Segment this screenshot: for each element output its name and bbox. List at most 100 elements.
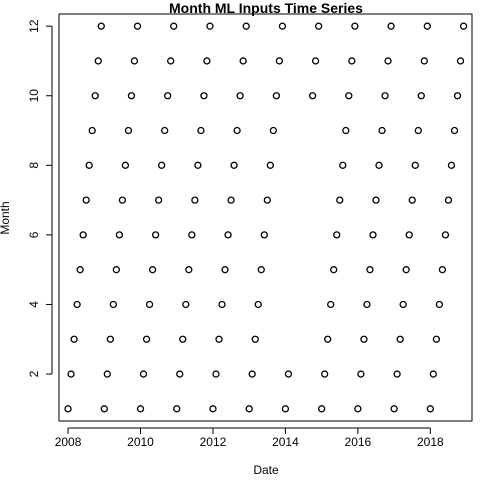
data-point bbox=[396, 335, 404, 343]
y-tick-label: 12 bbox=[27, 19, 41, 33]
data-point bbox=[393, 370, 401, 378]
data-point bbox=[375, 161, 383, 169]
data-point bbox=[121, 161, 130, 169]
data-point bbox=[432, 335, 441, 343]
data-point bbox=[378, 126, 386, 135]
data-point bbox=[118, 196, 127, 204]
data-point bbox=[408, 196, 416, 204]
data-point bbox=[182, 300, 190, 309]
plot-frame bbox=[58, 13, 473, 422]
y-tick-label: 6 bbox=[27, 231, 41, 238]
data-point bbox=[360, 335, 368, 343]
data-point bbox=[67, 370, 75, 378]
data-point bbox=[133, 22, 142, 30]
x-tick-label: 2012 bbox=[200, 435, 227, 449]
data-point bbox=[266, 161, 274, 169]
data-point bbox=[438, 266, 447, 274]
data-point bbox=[456, 57, 465, 65]
data-point bbox=[139, 370, 148, 378]
data-point bbox=[218, 300, 226, 309]
data-point bbox=[363, 300, 371, 309]
data-point bbox=[441, 231, 450, 239]
data-point bbox=[164, 92, 172, 100]
x-tick-label: 2014 bbox=[272, 435, 299, 449]
y-axis: 2 4 6 8 10 12 bbox=[27, 19, 53, 377]
data-point bbox=[339, 161, 347, 169]
data-point bbox=[333, 231, 341, 239]
data-point bbox=[200, 92, 208, 100]
data-point bbox=[269, 126, 278, 135]
y-tick-label: 8 bbox=[27, 162, 41, 169]
data-point bbox=[354, 405, 362, 413]
x-axis: 2008 2010 2012 2014 2016 2018 bbox=[55, 427, 444, 449]
data-point bbox=[311, 57, 320, 65]
data-point bbox=[176, 370, 184, 378]
data-point bbox=[85, 161, 93, 169]
data-point bbox=[215, 335, 223, 343]
data-point bbox=[124, 126, 133, 135]
data-point bbox=[145, 300, 154, 309]
data-point bbox=[435, 300, 444, 309]
data-point bbox=[453, 92, 462, 100]
data-point bbox=[239, 57, 247, 65]
data-point bbox=[161, 126, 169, 135]
data-point bbox=[281, 405, 290, 413]
data-point bbox=[327, 300, 335, 309]
data-point bbox=[73, 300, 81, 309]
x-tick-label: 2008 bbox=[55, 435, 82, 449]
data-point bbox=[91, 92, 99, 100]
data-point bbox=[79, 231, 87, 239]
data-point bbox=[203, 57, 211, 65]
data-point bbox=[154, 196, 163, 204]
data-point bbox=[381, 92, 389, 100]
data-point bbox=[336, 196, 344, 204]
data-point bbox=[254, 300, 262, 309]
data-point bbox=[245, 405, 253, 413]
data-point bbox=[314, 22, 323, 30]
data-point bbox=[342, 126, 350, 135]
y-tick-label: 4 bbox=[27, 301, 41, 308]
data-point bbox=[260, 231, 268, 239]
data-point bbox=[366, 266, 374, 274]
data-point bbox=[417, 92, 425, 100]
data-point bbox=[372, 196, 380, 204]
data-point bbox=[357, 370, 365, 378]
data-point bbox=[106, 335, 114, 343]
data-point bbox=[97, 22, 105, 30]
data-point bbox=[142, 335, 151, 343]
data-point bbox=[399, 300, 407, 309]
data-points bbox=[64, 22, 468, 413]
data-point bbox=[112, 266, 120, 274]
data-point bbox=[70, 335, 78, 343]
data-point bbox=[447, 161, 456, 169]
data-point bbox=[115, 231, 124, 239]
data-point bbox=[405, 231, 413, 239]
data-point bbox=[76, 266, 84, 274]
data-point bbox=[369, 231, 377, 239]
data-point bbox=[173, 405, 181, 413]
data-point bbox=[227, 196, 235, 204]
data-point bbox=[206, 22, 214, 30]
data-point bbox=[308, 92, 317, 100]
data-point bbox=[224, 231, 232, 239]
data-point bbox=[411, 161, 419, 169]
x-tick-label: 2018 bbox=[417, 435, 444, 449]
data-point bbox=[348, 57, 356, 65]
x-axis-label: Date bbox=[253, 463, 279, 477]
data-point bbox=[321, 370, 329, 378]
y-tick-label: 2 bbox=[27, 370, 41, 377]
data-point bbox=[423, 22, 431, 30]
data-point bbox=[459, 22, 468, 30]
data-point bbox=[257, 266, 265, 274]
data-point bbox=[384, 57, 392, 65]
data-point bbox=[136, 405, 145, 413]
data-point bbox=[251, 335, 259, 343]
data-point bbox=[170, 22, 178, 30]
data-point bbox=[185, 266, 193, 274]
data-point bbox=[236, 92, 244, 100]
data-point bbox=[103, 370, 111, 378]
data-point bbox=[275, 57, 284, 65]
data-point bbox=[148, 266, 157, 274]
data-point bbox=[188, 231, 196, 239]
